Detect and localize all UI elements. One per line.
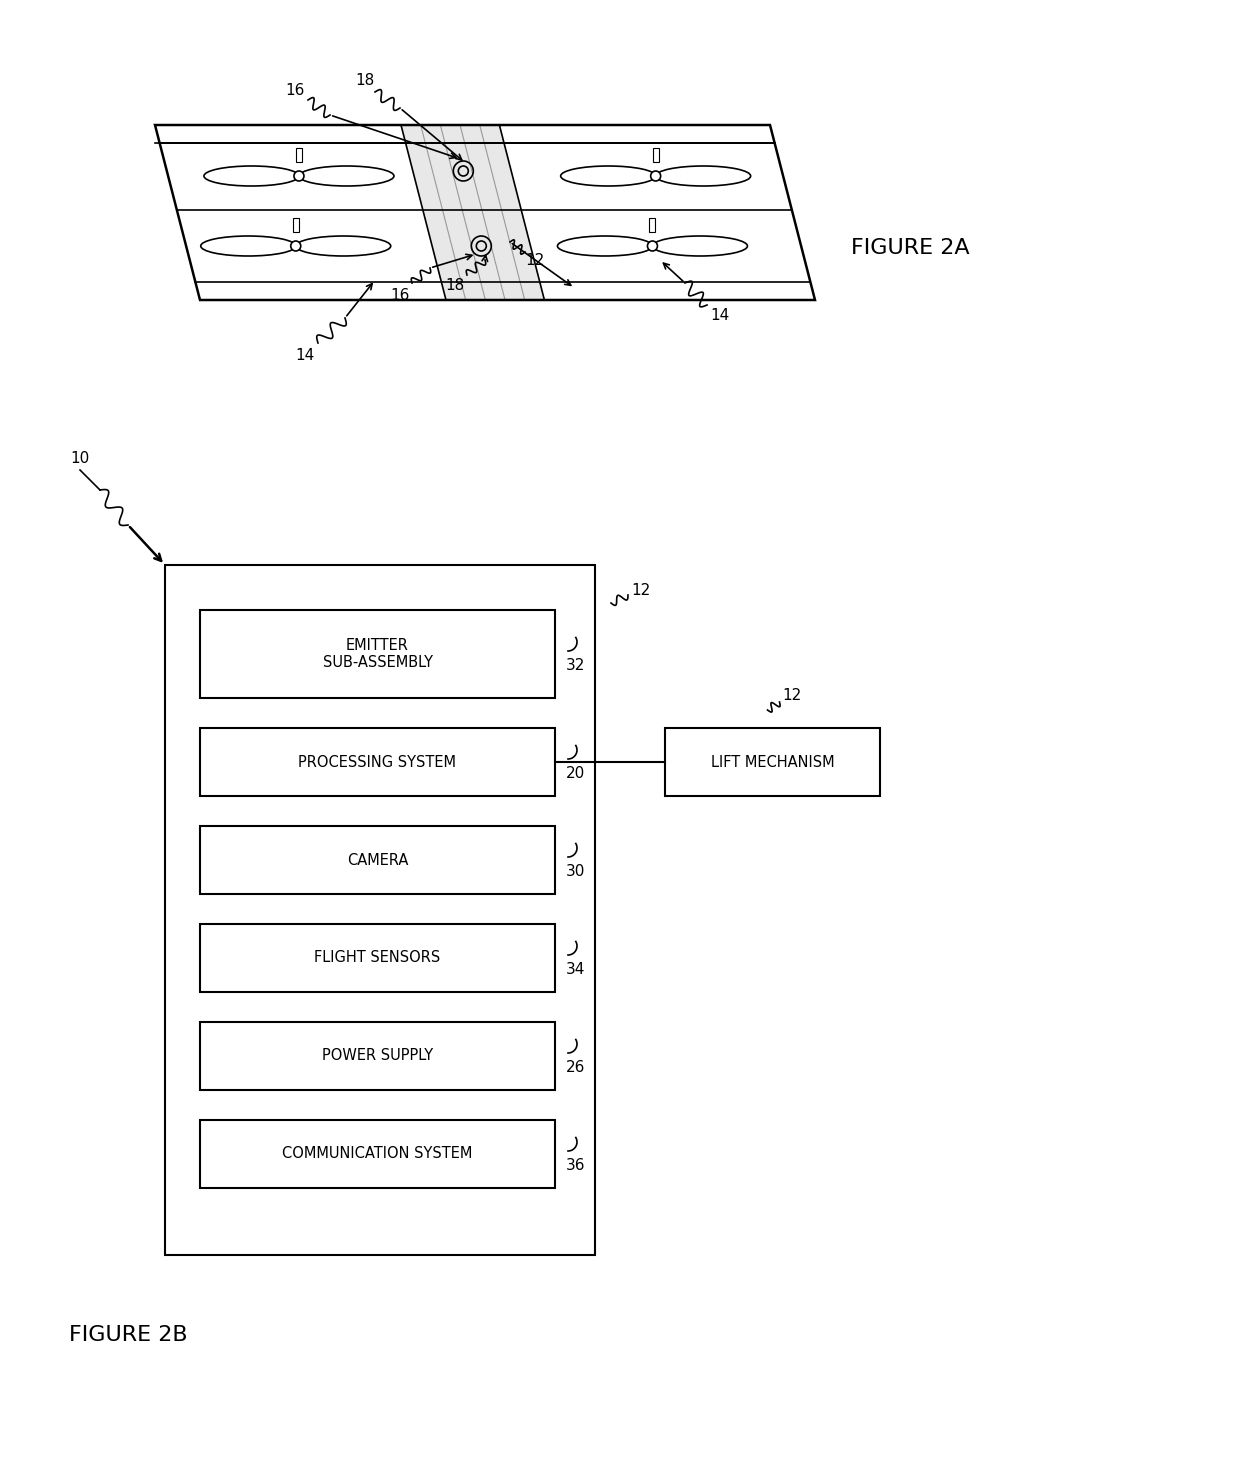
Text: 10: 10: [71, 450, 89, 466]
Text: 14: 14: [295, 347, 315, 363]
Circle shape: [651, 171, 661, 181]
Text: LIFT MECHANISM: LIFT MECHANISM: [711, 754, 835, 769]
Bar: [652, 148, 658, 162]
Text: 36: 36: [567, 1157, 585, 1173]
Text: POWER SUPPLY: POWER SUPPLY: [322, 1048, 433, 1063]
Text: PROCESSING SYSTEM: PROCESSING SYSTEM: [299, 754, 456, 769]
Text: 32: 32: [567, 657, 585, 672]
Text: 16: 16: [391, 288, 409, 303]
Circle shape: [647, 241, 657, 251]
Text: 16: 16: [285, 82, 305, 97]
Text: 18: 18: [445, 278, 465, 293]
Circle shape: [294, 171, 304, 181]
Text: COMMUNICATION SYSTEM: COMMUNICATION SYSTEM: [283, 1147, 472, 1161]
Text: 26: 26: [567, 1060, 585, 1075]
Bar: [200, 610, 556, 698]
Text: 12: 12: [782, 688, 802, 703]
Text: 14: 14: [711, 307, 729, 322]
Bar: [165, 564, 595, 1255]
Text: FIGURE 2B: FIGURE 2B: [68, 1324, 187, 1345]
Text: FIGURE 2A: FIGURE 2A: [851, 238, 970, 259]
Circle shape: [290, 241, 301, 251]
Text: EMITTER
SUB-ASSEMBLY: EMITTER SUB-ASSEMBLY: [322, 638, 433, 670]
Text: 12: 12: [526, 253, 544, 268]
Text: FLIGHT SENSORS: FLIGHT SENSORS: [315, 951, 440, 966]
Text: 12: 12: [631, 582, 650, 597]
Text: CAMERA: CAMERA: [347, 853, 408, 867]
Bar: [650, 218, 656, 232]
Bar: [293, 218, 299, 232]
Polygon shape: [401, 125, 544, 300]
Bar: [200, 1022, 556, 1089]
Text: 18: 18: [356, 72, 374, 88]
Bar: [296, 148, 303, 162]
Text: 20: 20: [567, 766, 585, 781]
Bar: [200, 826, 556, 894]
Bar: [200, 1120, 556, 1188]
Bar: [200, 728, 556, 795]
Text: 34: 34: [567, 961, 585, 976]
Text: 30: 30: [567, 863, 585, 879]
Bar: [665, 728, 880, 795]
Bar: [200, 925, 556, 992]
